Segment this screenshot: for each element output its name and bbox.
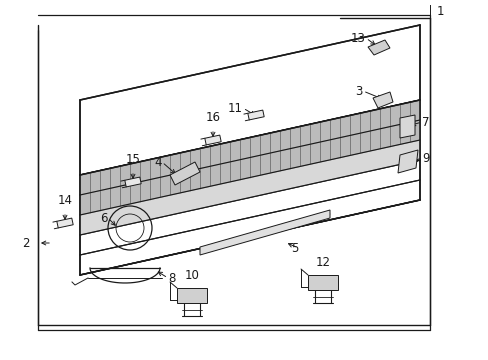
Text: 4: 4: [154, 156, 162, 168]
Polygon shape: [80, 140, 419, 235]
Polygon shape: [204, 135, 221, 145]
Polygon shape: [367, 40, 389, 55]
Text: 10: 10: [184, 269, 199, 282]
Text: 2: 2: [22, 237, 30, 249]
Polygon shape: [247, 110, 264, 120]
Polygon shape: [57, 218, 73, 228]
Text: 7: 7: [421, 116, 428, 129]
Polygon shape: [170, 162, 200, 185]
Polygon shape: [397, 150, 417, 173]
Text: 11: 11: [227, 102, 243, 114]
Polygon shape: [200, 210, 329, 255]
Text: 8: 8: [168, 271, 175, 284]
Text: 12: 12: [315, 256, 330, 269]
Polygon shape: [80, 100, 419, 215]
Text: 13: 13: [350, 32, 365, 45]
Text: 3: 3: [355, 85, 362, 98]
Text: 15: 15: [125, 153, 140, 166]
Text: 1: 1: [436, 5, 444, 18]
Text: 16: 16: [205, 111, 220, 124]
Text: 9: 9: [421, 152, 428, 165]
Polygon shape: [399, 115, 414, 138]
Text: 14: 14: [58, 194, 72, 207]
Text: 5: 5: [290, 242, 297, 255]
Polygon shape: [177, 288, 206, 303]
Polygon shape: [372, 92, 392, 108]
Text: 6: 6: [101, 212, 108, 225]
Polygon shape: [307, 275, 337, 290]
Polygon shape: [124, 177, 141, 187]
